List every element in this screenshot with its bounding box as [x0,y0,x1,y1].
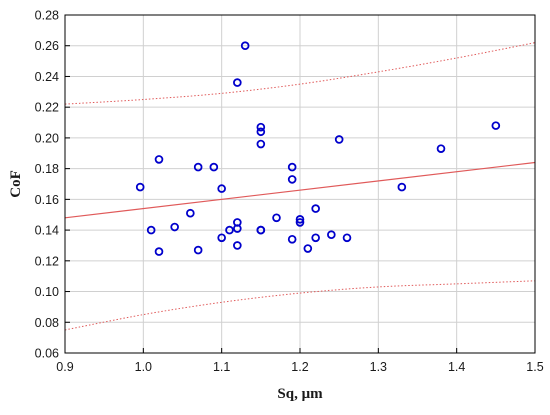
y-tick-label: 0.24 [35,70,59,84]
data-point [311,233,320,243]
x-tick-label: 1.2 [291,360,308,374]
lower-confidence-curve [64,280,536,331]
data-point [334,135,344,144]
data-point [154,155,164,164]
x-tick-label: 1.4 [448,360,465,374]
data-point [342,233,352,243]
x-tick-label: 1.1 [213,360,230,374]
data-point [233,241,242,250]
data-point [295,215,305,224]
y-tick-label: 0.08 [35,316,59,330]
data-point [295,218,305,227]
data-point [256,127,266,137]
x-tick-label: 1.3 [370,360,387,374]
data-point [287,162,297,172]
upper-confidence-curve [64,42,536,105]
data-point [135,182,145,192]
y-tick-label: 0.06 [35,347,59,361]
grid-lines [65,15,535,353]
data-point [217,233,226,243]
data-point [272,213,281,223]
y-tick-label: 0.18 [35,162,59,176]
data-point [225,225,234,235]
y-tick-label: 0.14 [35,224,59,238]
x-tick-label: 0.9 [56,360,73,374]
y-axis-title: CoF [8,170,24,198]
data-point [233,224,242,233]
y-tick-label: 0.16 [35,193,59,207]
data-point [287,175,297,184]
y-axis-ticks: 0.06 0.08 0.10 0.12 0.14 0.16 0.18 0.20 0.22 0.24… [35,9,70,361]
x-tick-label: 1.5 [526,360,543,374]
y-tick-label: 0.20 [35,131,59,145]
x-axis-title: Sq, μm [277,386,323,402]
x-axis-ticks: 0.9 1.0 1.1 1.2 1.3 1.4 1.5 [56,348,544,374]
y-tick-label: 0.28 [35,9,59,23]
data-point [311,204,320,213]
data-point [233,78,242,87]
confidence-bands [64,42,536,331]
y-tick-label: 0.10 [35,285,59,299]
y-tick-label: 0.12 [35,254,59,268]
data-point [287,235,297,244]
data-point [397,182,407,192]
data-point [146,225,156,235]
data-point [256,225,266,235]
data-point [240,41,250,51]
data-point [170,222,179,232]
regression-line [64,161,536,219]
data-points [135,41,501,256]
data-point [303,244,313,253]
data-point [186,208,195,218]
data-point [436,144,446,153]
fit-line-group [64,161,536,219]
data-point [209,162,219,172]
data-point [327,230,336,240]
data-point [217,184,226,193]
y-tick-label: 0.26 [35,39,59,53]
y-tick-label: 0.22 [35,101,59,115]
data-point [193,245,203,255]
data-point [154,247,164,256]
data-point [256,122,266,132]
data-point [491,121,501,130]
data-point [193,162,203,172]
data-point [256,139,266,149]
x-tick-label: 1.0 [135,360,152,374]
